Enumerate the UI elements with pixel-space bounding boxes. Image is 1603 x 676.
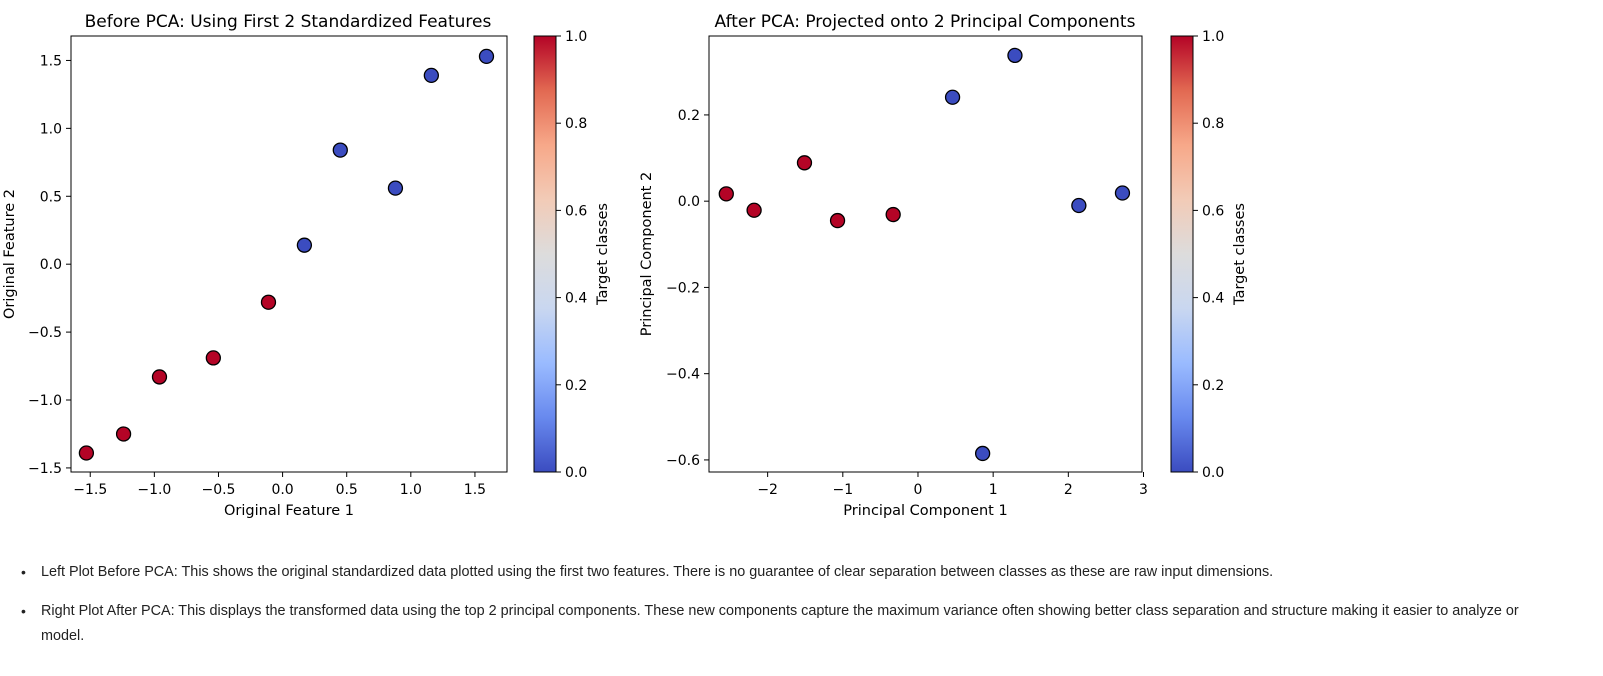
x-tick-label: −1.0: [137, 482, 171, 498]
colorbar-tick-label: 0.8: [565, 116, 587, 132]
y-axis-label: Principal Component 2: [639, 172, 655, 336]
y-tick-label: 0.2: [678, 108, 700, 124]
x-tick-label: 1.5: [464, 482, 486, 498]
y-tick-label: −1.5: [28, 461, 62, 477]
colorbar-tick-label: 0.4: [565, 291, 587, 307]
x-tick-label: 3: [1139, 482, 1148, 498]
colorbar-tick-label: 0.2: [565, 378, 587, 394]
x-tick-label: 0.5: [336, 482, 358, 498]
note-before-pca: Left Plot Before PCA: This shows the ori…: [21, 560, 1603, 585]
chart-title: Before PCA: Using First 2 Standardized F…: [85, 12, 492, 32]
colorbar-tick-label: 1.0: [1202, 29, 1224, 45]
y-tick-label: 0.0: [40, 257, 62, 273]
data-point: [1007, 47, 1023, 64]
data-point: [260, 294, 277, 310]
colorbar-label: Target classes: [1232, 203, 1248, 306]
x-tick-label: −0.5: [201, 482, 235, 498]
x-tick-label: −1.5: [73, 482, 107, 498]
data-point: [296, 237, 313, 253]
data-point: [478, 48, 495, 65]
chart-title: After PCA: Projected onto 2 Principal Co…: [715, 12, 1136, 32]
data-point: [829, 212, 846, 229]
data-point: [423, 67, 439, 84]
data-point: [974, 445, 991, 462]
colorbar-label: Target classes: [595, 203, 611, 306]
chart-2: After PCA: Projected onto 2 Principal Co…: [639, 12, 1248, 519]
data-point: [1071, 197, 1087, 214]
pca-comparison-figure: Before PCA: Using First 2 Standardized F…: [2, 12, 1248, 519]
colorbar-tick-label: 0.6: [565, 203, 587, 219]
x-tick-label: 0: [914, 482, 923, 498]
explanation-notes: Left Plot Before PCA: This shows the ori…: [0, 560, 1603, 663]
colorbar: [533, 35, 557, 473]
axes-frame: [708, 35, 1143, 473]
y-tick-label: −0.2: [666, 280, 700, 296]
colorbar-tick-label: 0.2: [1202, 378, 1224, 394]
y-tick-label: 0.5: [40, 189, 62, 205]
x-tick-label: −2: [757, 482, 778, 498]
y-tick-label: 1.5: [40, 53, 62, 69]
x-tick-label: −1: [832, 482, 853, 498]
data-point: [151, 369, 168, 385]
chart-1: Before PCA: Using First 2 Standardized F…: [2, 12, 611, 519]
colorbar-tick-label: 0.8: [1202, 116, 1224, 132]
y-tick-label: −0.6: [666, 453, 700, 469]
x-axis-label: Principal Component 1: [843, 503, 1007, 519]
y-tick-label: 1.0: [40, 121, 62, 137]
data-point: [746, 202, 762, 218]
x-tick-label: 0.0: [271, 482, 293, 498]
colorbar-tick-label: 0.0: [565, 465, 587, 481]
y-axis-label: Original Feature 2: [2, 189, 18, 319]
colorbar-tick-label: 0.4: [1202, 291, 1224, 307]
colorbar-tick-label: 0.0: [1202, 465, 1224, 481]
y-tick-label: 0.0: [678, 194, 700, 210]
data-point: [718, 186, 734, 202]
data-point: [1114, 185, 1131, 201]
y-tick-label: −1.0: [28, 393, 62, 409]
data-point: [944, 89, 961, 105]
data-point: [332, 142, 348, 158]
colorbar-tick-label: 0.6: [1202, 203, 1224, 219]
data-point: [205, 350, 221, 366]
x-tick-label: 2: [1064, 482, 1073, 498]
note-after-pca: Right Plot After PCA: This displays the …: [21, 599, 1603, 649]
axes-frame: [70, 35, 508, 473]
data-point: [78, 445, 95, 461]
data-point: [115, 426, 132, 442]
y-tick-label: −0.5: [28, 325, 62, 341]
colorbar-tick-label: 1.0: [565, 29, 587, 45]
data-point: [796, 155, 813, 171]
colorbar: [1170, 35, 1194, 473]
x-tick-label: 1: [989, 482, 998, 498]
data-point: [885, 206, 901, 223]
y-tick-label: −0.4: [666, 367, 700, 383]
x-axis-label: Original Feature 1: [224, 503, 354, 519]
x-tick-label: 1.0: [400, 482, 422, 498]
data-point: [387, 180, 404, 196]
